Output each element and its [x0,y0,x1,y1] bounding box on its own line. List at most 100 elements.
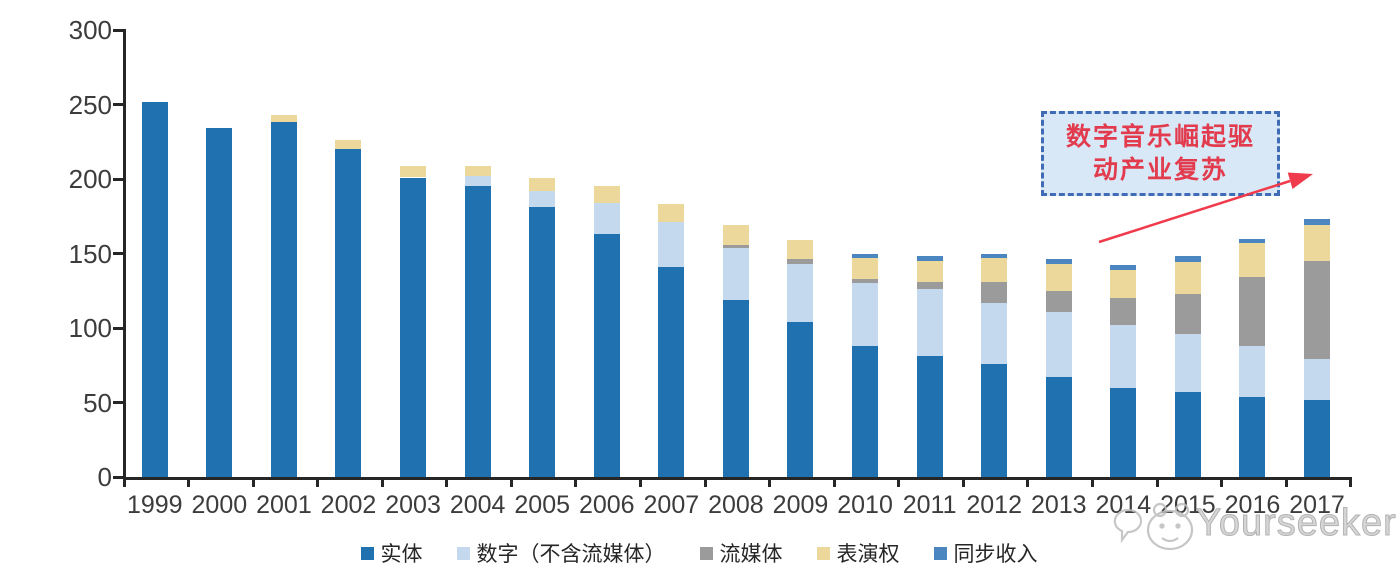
x-axis-label: 2013 [1030,491,1087,519]
x-axis-label: 2008 [708,491,764,519]
bar-segment-2011-performance-rights [916,260,943,282]
bar-segment-2006-performance-rights [593,186,620,203]
legend-item-streaming: 流媒体 [699,538,783,568]
x-axis-label: 2017 [1289,491,1345,519]
bar-segment-2002-physical [335,149,362,477]
bar-segment-2010-physical [852,345,879,477]
y-axis-tick [113,28,123,32]
x-axis-tick [380,477,384,487]
bar-segment-2009-performance-rights [787,240,814,260]
legend-swatch-streaming [699,546,713,560]
annotation-text-line1: 数字音乐崛起驱 [1065,123,1255,151]
bar-segment-2013-performance-rights [1045,263,1072,291]
x-axis-tick [574,477,578,487]
y-axis-tick-label: 250 [68,89,112,120]
x-axis-tick [1155,477,1159,487]
bar-segment-2017-streaming [1304,260,1331,360]
x-axis-label: 2006 [578,491,635,519]
bar-segment-2009-streaming [787,259,814,264]
x-axis-line [123,477,1350,480]
bar-segment-2011-physical [916,356,943,477]
bar-segment-2005-physical [529,207,556,477]
x-axis-label: 2000 [191,491,248,519]
bar-segment-2011-streaming [916,281,943,290]
bar-segment-2014-streaming [1110,298,1137,325]
x-axis-label: 2005 [514,491,571,519]
bar-segment-2009-digital-excl-streaming [787,263,814,323]
bar-segment-2016-physical [1239,396,1266,477]
y-axis-tick [113,252,123,255]
bar-segment-2005-performance-rights [529,177,556,191]
x-axis-tick [509,477,513,487]
y-axis-tick [113,326,123,330]
x-axis-tick [187,477,191,487]
annotation-text-line2: 动产业复苏 [1092,155,1228,184]
bar-segment-2008-streaming [722,244,749,248]
bar-segment-2016-digital-excl-streaming [1239,345,1266,397]
x-axis-label: 2002 [320,491,377,519]
bar-segment-2008-performance-rights [722,225,749,245]
legend-label: 表演权 [836,543,900,566]
bar-segment-2002-performance-rights [335,140,362,150]
x-axis-tick [961,477,965,487]
bar-segment-2003-performance-rights [400,165,427,178]
bar-segment-2011-digital-excl-streaming [916,289,943,357]
mascot-face-icon [1113,502,1194,551]
bar-segment-2003-physical [400,177,427,477]
bar-segment-2010-performance-rights [852,257,879,279]
bar-segment-2017-physical [1304,399,1331,477]
legend-label: 流媒体 [719,543,783,566]
bar-segment-2017-performance-rights [1304,225,1331,261]
x-axis-tick [1091,477,1095,487]
bar-segment-2013-streaming [1045,290,1072,312]
bar-segment-2007-digital-excl-streaming [658,222,685,267]
bar-segment-2006-digital-excl-streaming [593,202,620,235]
bar-segment-2010-digital-excl-streaming [852,283,879,346]
y-axis-tick [113,401,123,404]
bar-segment-2012-streaming [981,281,1008,303]
bar-segment-2017-sync-revenue [1304,219,1331,226]
bar-segment-2014-sync-revenue [1110,265,1137,270]
bar-segment-2016-sync-revenue [1239,238,1266,244]
x-axis-label: 2007 [643,491,700,519]
bar-segment-2013-sync-revenue [1045,259,1072,264]
x-axis-tick [1349,477,1353,487]
bar-segment-2009-physical [787,322,814,477]
bar-segment-2008-physical [722,299,749,477]
x-axis-tick [768,477,772,487]
legend-label: 数字（不含流媒体） [476,543,666,566]
x-axis-tick [1284,477,1288,487]
bar-segment-2015-digital-excl-streaming [1174,333,1201,393]
watermark-text: Yourseeker [1196,502,1397,545]
bar-segment-2017-digital-excl-streaming [1304,359,1331,400]
bar-segment-2004-digital-excl-streaming [464,176,491,187]
y-axis-tick [113,177,123,181]
y-axis-tick-label: 0 [97,462,112,492]
bar-segment-2011-sync-revenue [916,256,943,261]
legend-item-performance-rights: 表演权 [816,538,900,568]
x-axis-label: 2014 [1095,491,1152,519]
y-axis-tick-label: 100 [68,313,112,343]
y-axis-tick-label: 150 [68,238,112,269]
legend: 实体 数字（不含流媒体） 流媒体 表演权 同步收入 [0,538,1398,568]
bar-segment-2007-performance-rights [658,204,685,223]
x-axis-label: 2012 [966,491,1022,519]
bar-segment-2004-performance-rights [464,165,491,176]
legend-item-sync-revenue: 同步收入 [933,538,1038,568]
bar-segment-2001-performance-rights [270,114,297,123]
x-axis-tick [1026,477,1030,487]
bar-segment-2014-performance-rights [1110,269,1137,299]
y-axis-tick-label: 300 [68,15,112,45]
bar-segment-2016-performance-rights [1239,243,1266,278]
bar-segment-2006-physical [593,234,620,477]
bar-segment-2015-sync-revenue [1174,256,1201,263]
x-axis-label: 2010 [837,491,893,519]
legend-swatch-sync-revenue [933,546,947,560]
x-axis-tick [897,477,901,487]
x-axis-tick [251,477,255,487]
bar-segment-2001-physical [270,122,297,477]
bar-segment-2012-sync-revenue [981,253,1008,258]
y-axis-tick [113,103,123,106]
legend-swatch-physical [360,546,374,560]
x-axis-tick [1220,477,1224,487]
